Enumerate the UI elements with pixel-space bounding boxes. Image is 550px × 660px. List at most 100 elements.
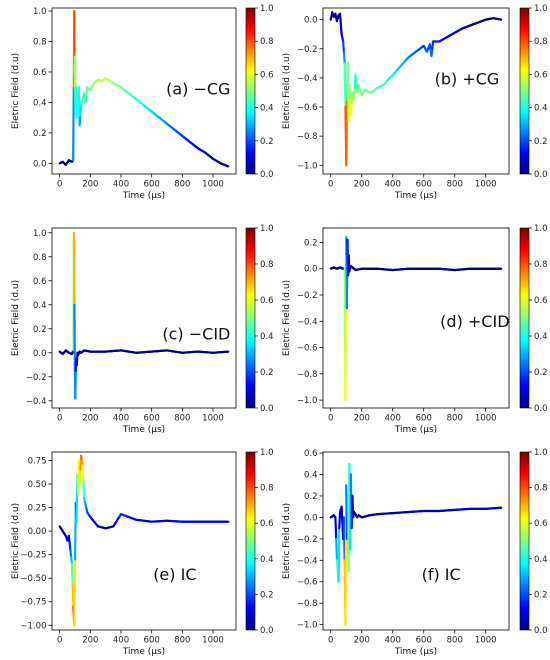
series-line <box>329 11 503 167</box>
x-tick-label: 200 <box>82 414 98 424</box>
series-segment <box>84 93 88 104</box>
x-tick-label: 200 <box>354 636 370 646</box>
series-segment <box>68 541 72 552</box>
series-line <box>58 231 230 400</box>
colorbar-tick-label: 0.0 <box>260 626 274 636</box>
y-tick-label: 0.4 <box>33 98 47 108</box>
y-tick-label: 0.2 <box>33 325 47 335</box>
colorbar-tick-label: 0.0 <box>260 404 274 414</box>
y-tick-label: −0.4 <box>297 556 318 566</box>
colorbar <box>245 227 256 409</box>
x-tick-label: 400 <box>113 180 129 190</box>
series-segment <box>70 555 74 566</box>
series-line <box>58 9 230 168</box>
colorbar-tick-label: 0.2 <box>260 368 274 378</box>
x-tick-label: 800 <box>174 414 190 424</box>
colorbar-tick-label: 0.4 <box>534 332 548 342</box>
y-tick-label: −0.75 <box>20 598 46 608</box>
series-segment <box>337 527 341 583</box>
x-tick-label: 1000 <box>202 414 224 424</box>
series-segment <box>73 558 77 627</box>
x-tick-label: 400 <box>113 414 129 424</box>
y-axis-label: Eletric Field (d.u) <box>282 53 292 129</box>
colorbar-tick-label: 0.2 <box>260 590 274 600</box>
panel-2: 0 200 400 600 800 1000 −1.0 −0.8 −0.6 −0.4 −0.2 0.0… <box>282 4 548 201</box>
y-tick-label: 0.25 <box>28 504 47 514</box>
colorbar-tick-label: 0.0 <box>534 170 548 180</box>
y-tick-label: −0.4 <box>26 397 47 407</box>
y-tick-label: −0.2 <box>297 291 318 301</box>
series-segment <box>354 73 358 85</box>
y-tick-label: 0.2 <box>33 129 47 139</box>
series-segment <box>339 22 343 36</box>
colorbar-tick-label: 0.8 <box>260 260 274 270</box>
colorbar-tick-label: 0.4 <box>534 104 548 114</box>
series-segment <box>335 537 339 562</box>
series-segment <box>81 464 85 483</box>
colorbar-tick-label: 1.0 <box>260 448 274 458</box>
y-tick-label: −1.0 <box>297 621 318 631</box>
x-tick-label: 600 <box>416 636 432 646</box>
colorbar-tick-label: 0.6 <box>260 70 274 80</box>
x-tick-label: 600 <box>416 414 432 424</box>
y-axis-label: Eletric Field (d.u) <box>282 503 292 579</box>
y-axis-label: Eletric Field (d.u) <box>11 53 21 129</box>
panel-label: (e) IC <box>153 565 196 584</box>
x-tick-label: 400 <box>113 636 129 646</box>
colorbar-tick-label: 0.4 <box>260 555 274 565</box>
x-tick-label: 0 <box>57 414 62 424</box>
y-tick-label: 0.0 <box>304 16 318 26</box>
y-tick-label: 0.0 <box>33 159 47 169</box>
y-tick-label: −0.25 <box>20 551 46 561</box>
panel-label: (c) −CID <box>162 325 230 344</box>
x-tick-label: 200 <box>82 180 98 190</box>
series-segment <box>338 12 342 26</box>
series-line <box>329 462 503 626</box>
colorbar-tick-label: 0.8 <box>260 37 274 47</box>
x-tick-label: 400 <box>385 414 401 424</box>
colorbar-tick-label: 0.8 <box>534 37 548 47</box>
series-segment <box>349 102 353 116</box>
series-segment <box>342 51 346 65</box>
colorbar <box>519 227 530 409</box>
colorbar-tick-label: 0.8 <box>534 484 548 494</box>
colorbar <box>519 7 530 175</box>
y-tick-label: −0.50 <box>20 574 46 584</box>
series-segment <box>82 480 86 500</box>
series-segment <box>342 40 346 54</box>
series-segment <box>430 47 434 58</box>
x-tick-label: 800 <box>174 180 190 190</box>
colorbar-tick-label: 1.0 <box>260 4 274 14</box>
colorbar-tick-label: 0.0 <box>534 626 548 636</box>
colorbar-tick-label: 0.2 <box>534 368 548 378</box>
y-tick-label: 0.8 <box>33 38 47 48</box>
colorbar-tick-label: 1.0 <box>534 224 548 234</box>
series-segment <box>334 516 338 540</box>
y-tick-label: 0.6 <box>33 68 47 78</box>
colorbar-tick-label: 0.6 <box>260 296 274 306</box>
colorbar <box>245 451 256 631</box>
x-tick-label: 600 <box>144 180 160 190</box>
x-tick-label: 1000 <box>475 636 497 646</box>
panel-label: (d) +CID <box>440 312 509 331</box>
y-tick-label: 0.75 <box>28 456 47 466</box>
y-tick-label: −0.2 <box>26 373 47 383</box>
x-tick-label: 0 <box>328 414 333 424</box>
y-tick-label: −0.8 <box>297 370 318 380</box>
series-segment <box>348 84 352 101</box>
plot-area <box>322 451 510 631</box>
y-tick-label: 0.2 <box>304 492 318 502</box>
series-line <box>58 454 230 627</box>
x-axis-label: Time (μs) <box>122 647 165 657</box>
y-tick-label: −0.6 <box>297 344 318 354</box>
x-axis-label: Time (μs) <box>394 191 437 201</box>
y-tick-label: −0.8 <box>297 599 318 609</box>
series-segment <box>71 584 75 608</box>
colorbar <box>245 7 256 175</box>
colorbar-tick-label: 0.6 <box>534 70 548 80</box>
x-tick-label: 0 <box>328 180 333 190</box>
series-segment <box>338 510 342 530</box>
colorbar-tick-label: 0.8 <box>534 260 548 270</box>
x-tick-label: 0 <box>57 180 62 190</box>
